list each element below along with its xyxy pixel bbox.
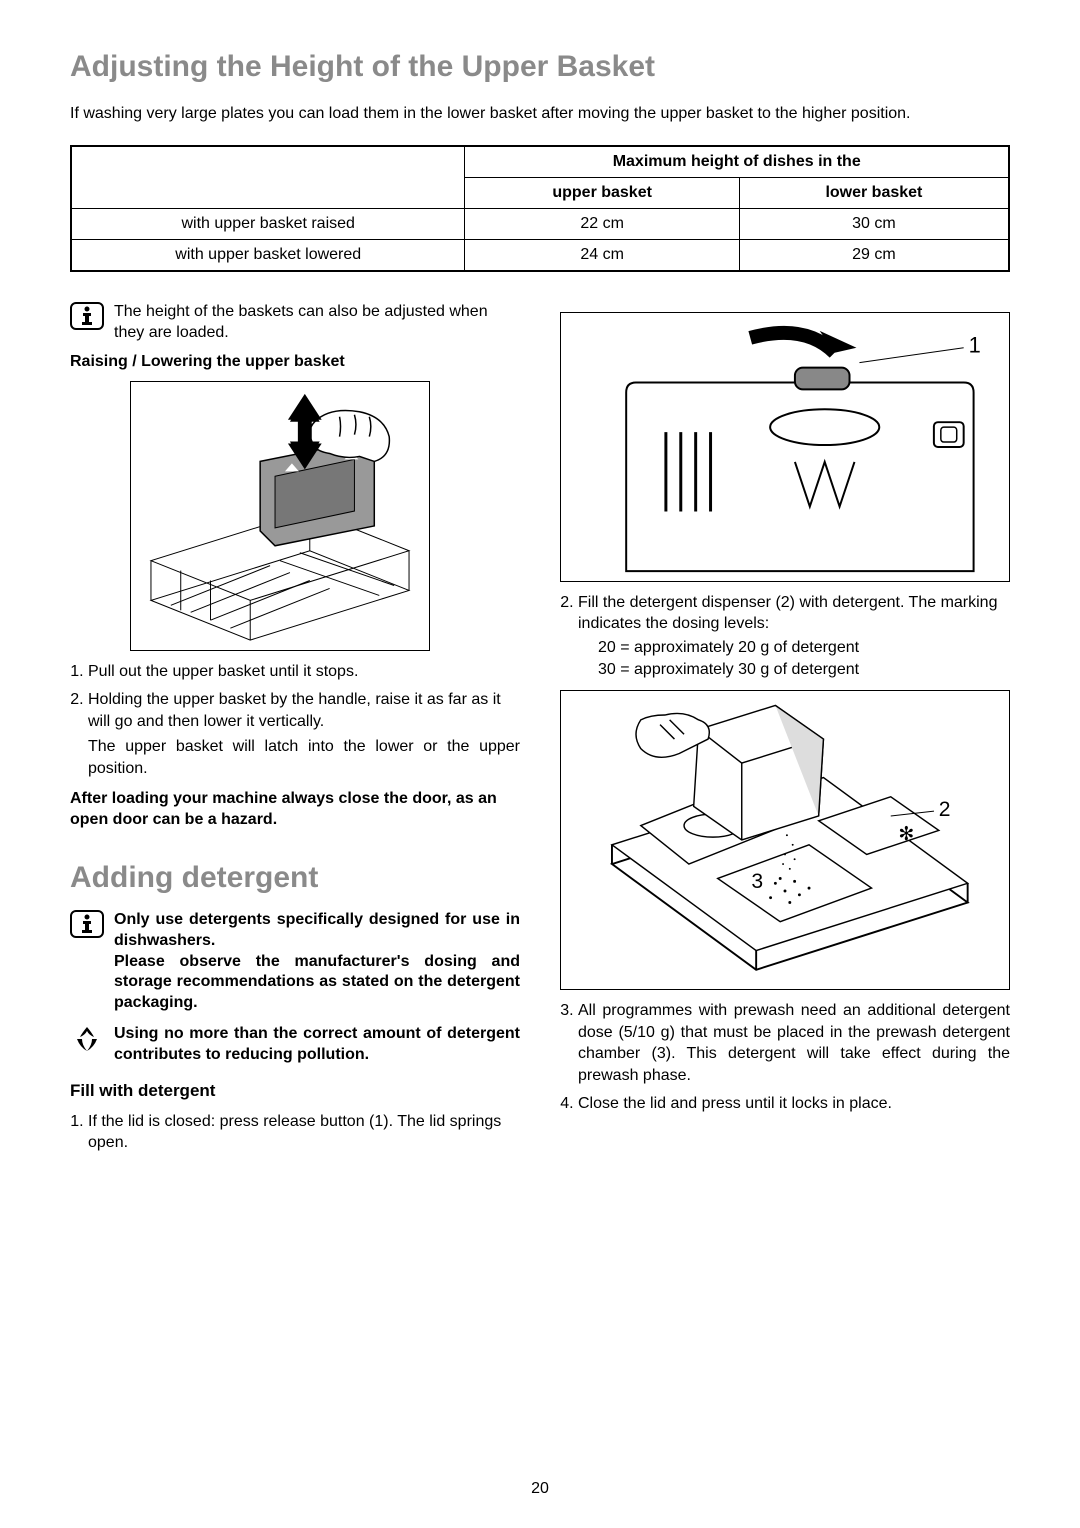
info-note-detergent: Only use detergents specifically designe… <box>70 910 520 1014</box>
info-note-basket: The height of the baskets can also be ad… <box>70 302 520 344</box>
door-warning: After loading your machine always close … <box>70 789 520 831</box>
fill-steps-right-1: Fill the detergent dispenser (2) with de… <box>560 592 1010 680</box>
manual-page: Adjusting the Height of the Upper Basket… <box>0 0 1080 1528</box>
subheading-fill: Fill with detergent <box>70 1081 520 1101</box>
page-number: 20 <box>531 1480 549 1498</box>
height-table: Maximum height of dishes in the upper ba… <box>70 145 1010 272</box>
table-row: with upper basket lowered 24 cm 29 cm <box>71 239 1009 271</box>
step-item: If the lid is closed: press release butt… <box>88 1111 520 1154</box>
info-icon <box>70 302 104 330</box>
step-item: Holding the upper basket by the handle, … <box>88 689 520 779</box>
table-header-main: Maximum height of dishes in the <box>465 146 1009 178</box>
eco-note: Using no more than the correct amount of… <box>70 1024 520 1066</box>
step-item: All programmes with prewash need an addi… <box>578 1000 1010 1086</box>
figure-dispenser-lid: 1 <box>560 312 1010 582</box>
info-icon <box>70 910 104 938</box>
right-column: 1 Fill the detergent dispenser (2) with … <box>560 302 1010 1164</box>
figure-basket-adjust <box>130 381 430 651</box>
fill-steps-right-2: All programmes with prewash need an addi… <box>560 1000 1010 1114</box>
section-title-detergent: Adding detergent <box>70 861 520 895</box>
fill-steps-left: If the lid is closed: press release butt… <box>70 1111 520 1154</box>
subheading-raising: Raising / Lowering the upper basket <box>70 353 520 371</box>
step-item: Pull out the upper basket until it stops… <box>88 661 520 683</box>
step-item: Fill the detergent dispenser (2) with de… <box>578 592 1010 680</box>
eco-icon <box>70 1024 104 1054</box>
intro-text: If washing very large plates you can loa… <box>70 104 1010 125</box>
section-title-basket: Adjusting the Height of the Upper Basket <box>70 50 1010 84</box>
table-header-lower: lower basket <box>739 177 1009 208</box>
table-row: with upper basket raised 22 cm 30 cm <box>71 208 1009 239</box>
svg-text:1: 1 <box>969 333 981 358</box>
table-header-upper: upper basket <box>465 177 739 208</box>
svg-text:3: 3 <box>751 870 763 893</box>
step-item: Close the lid and press until it locks i… <box>578 1093 1010 1115</box>
detergent-info-text: Only use detergents specifically designe… <box>114 910 520 1014</box>
left-column: The height of the baskets can also be ad… <box>70 302 520 1164</box>
svg-text:2: 2 <box>939 798 951 821</box>
svg-text:✻: ✻ <box>898 824 914 845</box>
basket-steps: Pull out the upper basket until it stops… <box>70 661 520 779</box>
figure-dispenser-fill: ✻ <box>560 690 1010 990</box>
